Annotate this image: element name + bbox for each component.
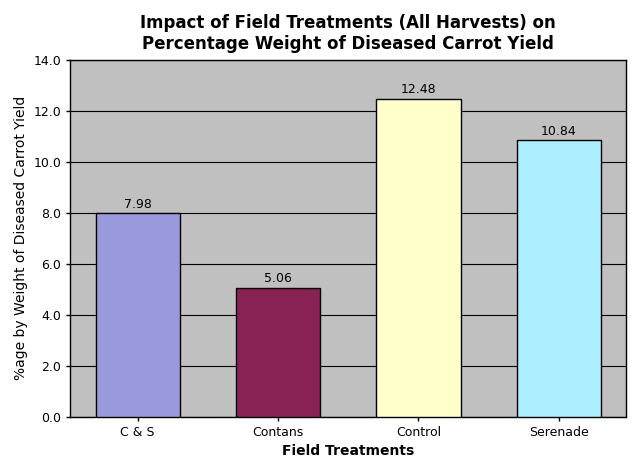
Title: Impact of Field Treatments (All Harvests) on
Percentage Weight of Diseased Carro: Impact of Field Treatments (All Harvests… bbox=[140, 14, 556, 53]
Text: 7.98: 7.98 bbox=[124, 198, 152, 211]
Bar bbox=[95, 213, 180, 416]
Bar bbox=[516, 140, 601, 416]
Text: 12.48: 12.48 bbox=[401, 83, 436, 96]
Bar bbox=[236, 287, 320, 416]
Text: 5.06: 5.06 bbox=[264, 272, 292, 285]
Text: 10.84: 10.84 bbox=[541, 125, 577, 138]
Y-axis label: %age by Weight of Diseased Carrot Yield: %age by Weight of Diseased Carrot Yield bbox=[14, 96, 28, 380]
X-axis label: Field Treatments: Field Treatments bbox=[282, 444, 414, 458]
Bar bbox=[376, 99, 461, 416]
